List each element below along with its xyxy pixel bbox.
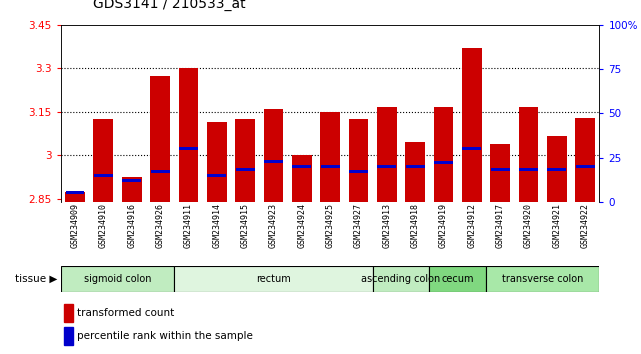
Bar [378,165,396,168]
Text: GSM234910: GSM234910 [99,203,108,248]
Bar [433,108,453,202]
Bar [94,119,113,202]
Bar [178,68,198,202]
Bar [150,75,170,202]
Text: GSM234922: GSM234922 [581,203,590,248]
Text: GSM234912: GSM234912 [467,203,476,248]
Text: ascending colon: ascending colon [362,274,440,284]
Bar [207,122,227,202]
Bar [406,165,424,168]
Text: GSM234920: GSM234920 [524,203,533,248]
Text: GSM234923: GSM234923 [269,203,278,248]
Bar [122,179,141,182]
Bar [207,174,226,177]
Bar [519,169,538,171]
FancyBboxPatch shape [61,266,174,292]
Text: transverse colon: transverse colon [502,274,583,284]
Bar [263,109,283,202]
Bar [235,119,255,202]
Text: transformed count: transformed count [77,308,174,318]
Bar [349,119,369,202]
Text: GSM234925: GSM234925 [326,203,335,248]
Text: cecum: cecum [442,274,474,284]
FancyBboxPatch shape [174,266,372,292]
Bar [462,147,481,150]
Bar [547,169,566,171]
Bar [575,118,595,202]
Bar [65,192,85,202]
Bar [63,304,73,321]
Text: GSM234909: GSM234909 [71,203,79,248]
Text: GSM234911: GSM234911 [184,203,193,248]
Text: GSM234924: GSM234924 [297,203,306,248]
Text: tissue ▶: tissue ▶ [15,274,58,284]
Bar [292,165,311,168]
Bar [349,170,368,173]
Bar [462,48,482,202]
Bar [491,169,510,171]
Bar [236,169,254,171]
Bar [179,147,198,150]
Bar [122,177,142,202]
Text: GSM234913: GSM234913 [382,203,391,248]
Text: GSM234914: GSM234914 [212,203,221,248]
Bar [63,327,73,345]
Bar [490,144,510,202]
Bar [65,192,85,194]
Bar [434,161,453,164]
Text: GSM234917: GSM234917 [495,203,504,248]
FancyBboxPatch shape [429,266,486,292]
Text: GSM234919: GSM234919 [439,203,448,248]
Bar [264,160,283,162]
Text: GSM234916: GSM234916 [128,203,137,248]
Text: GSM234918: GSM234918 [411,203,420,248]
Text: GSM234915: GSM234915 [240,203,249,248]
Bar [320,165,340,168]
Text: rectum: rectum [256,274,291,284]
Text: GSM234927: GSM234927 [354,203,363,248]
Bar [519,108,538,202]
Bar [377,108,397,202]
Text: GSM234926: GSM234926 [156,203,165,248]
Bar [320,113,340,202]
Bar [292,155,312,202]
Bar [576,165,595,168]
Text: percentile rank within the sample: percentile rank within the sample [77,331,253,341]
FancyBboxPatch shape [372,266,429,292]
Text: sigmoid colon: sigmoid colon [84,274,151,284]
Text: GDS3141 / 210533_at: GDS3141 / 210533_at [93,0,246,11]
Bar [405,142,425,202]
Bar [151,170,169,173]
Bar [547,137,567,202]
FancyBboxPatch shape [486,266,599,292]
Bar [94,174,113,177]
Text: GSM234921: GSM234921 [553,203,562,248]
